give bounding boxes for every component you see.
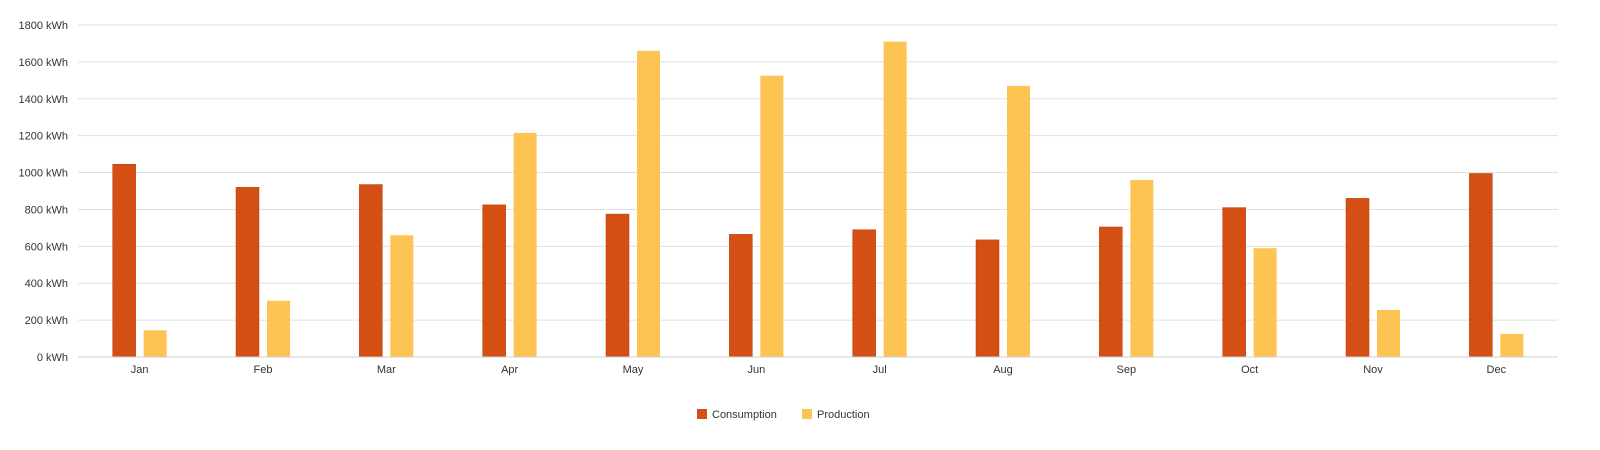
y-tick-label: 1800 kWh bbox=[18, 20, 68, 32]
y-axis-tick-labels: 0 kWh 200 kWh 400 kWh 600 kWh 800 kWh 1000 kW… bbox=[18, 20, 68, 364]
y-tick-label: 0 kWh bbox=[37, 352, 68, 364]
bar-consumption-oct[interactable] bbox=[1222, 207, 1246, 358]
legend-swatch bbox=[802, 409, 812, 419]
y-tick-label: 400 kWh bbox=[25, 278, 68, 290]
x-tick-label: Jan bbox=[131, 364, 149, 376]
bar-consumption-sep[interactable] bbox=[1099, 226, 1123, 358]
legend[interactable]: Consumption Production bbox=[697, 409, 870, 421]
x-axis-tick-labels: Jan Feb Mar Apr May Jun Jul Aug Sep Oct Nov Dec bbox=[131, 364, 1507, 376]
bar-consumption-jun[interactable] bbox=[729, 234, 753, 358]
bar-production-feb[interactable] bbox=[267, 300, 290, 357]
bar-production-jul[interactable] bbox=[883, 41, 907, 357]
bar-production-may[interactable] bbox=[637, 50, 660, 357]
legend-item-production[interactable]: Production bbox=[802, 409, 870, 421]
legend-label: Consumption bbox=[712, 409, 777, 421]
y-tick-label: 600 kWh bbox=[25, 241, 68, 253]
bar-consumption-may[interactable] bbox=[605, 213, 630, 358]
bar-consumption-nov[interactable] bbox=[1345, 198, 1370, 358]
bar-production-oct[interactable] bbox=[1253, 248, 1277, 357]
bar-consumption-feb[interactable] bbox=[235, 187, 260, 358]
y-tick-label: 1000 kWh bbox=[18, 168, 68, 180]
x-tick-label: Mar bbox=[377, 364, 396, 376]
bar-consumption-mar[interactable] bbox=[359, 184, 383, 358]
bar-consumption-apr[interactable] bbox=[482, 204, 506, 358]
bars bbox=[112, 41, 1524, 358]
y-tick-label: 1400 kWh bbox=[18, 94, 68, 106]
bar-production-jan[interactable] bbox=[143, 330, 167, 357]
x-tick-label: Dec bbox=[1487, 364, 1507, 376]
y-tick-label: 1200 kWh bbox=[18, 131, 68, 143]
bar-production-jun[interactable] bbox=[760, 75, 784, 357]
bar-consumption-jan[interactable] bbox=[112, 164, 136, 358]
y-tick-label: 200 kWh bbox=[25, 315, 68, 327]
y-tick-label: 1600 kWh bbox=[18, 57, 68, 69]
x-tick-label: Jun bbox=[747, 364, 765, 376]
bar-production-nov[interactable] bbox=[1377, 309, 1400, 357]
bar-consumption-dec[interactable] bbox=[1469, 173, 1493, 358]
legend-swatch bbox=[697, 409, 707, 419]
gridlines bbox=[78, 24, 1558, 321]
bar-production-dec[interactable] bbox=[1500, 333, 1524, 357]
bar-production-sep[interactable] bbox=[1130, 179, 1154, 357]
x-tick-label: Nov bbox=[1363, 364, 1383, 376]
x-tick-label: May bbox=[623, 364, 644, 376]
x-tick-label: Sep bbox=[1117, 364, 1137, 376]
legend-item-consumption[interactable]: Consumption bbox=[697, 409, 777, 421]
bar-production-apr[interactable] bbox=[513, 132, 537, 357]
x-tick-label: Apr bbox=[501, 364, 518, 376]
x-tick-label: Oct bbox=[1241, 364, 1258, 376]
legend-label: Production bbox=[817, 409, 870, 421]
bar-consumption-jul[interactable] bbox=[852, 229, 876, 358]
bar-production-mar[interactable] bbox=[390, 235, 414, 357]
bar-production-aug[interactable] bbox=[1007, 85, 1030, 357]
x-tick-label: Jul bbox=[873, 364, 887, 376]
y-tick-label: 800 kWh bbox=[25, 204, 68, 216]
x-tick-label: Aug bbox=[993, 364, 1013, 376]
bar-consumption-aug[interactable] bbox=[975, 239, 1000, 358]
x-tick-label: Feb bbox=[254, 364, 273, 376]
